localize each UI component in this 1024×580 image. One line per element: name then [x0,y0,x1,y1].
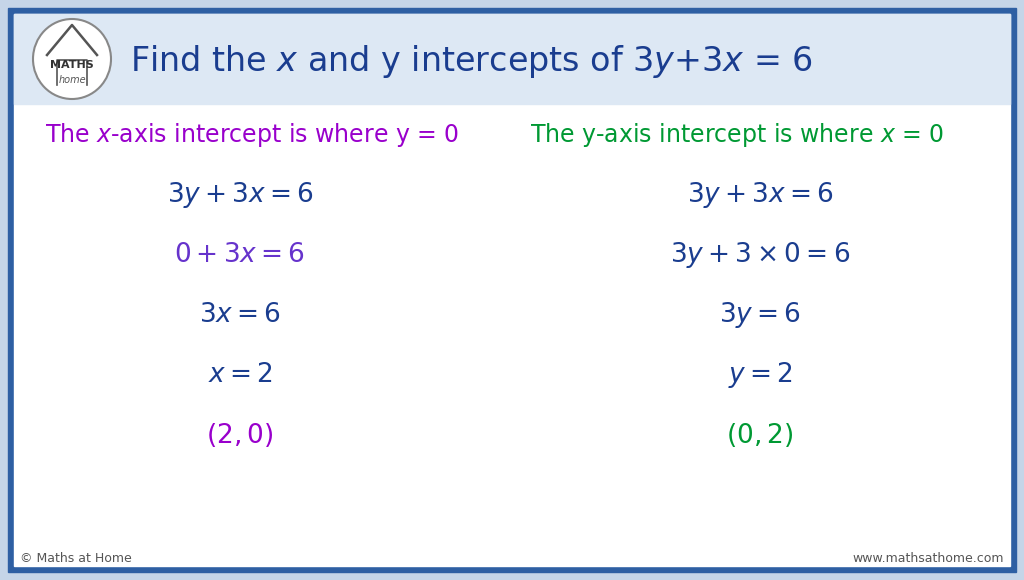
Ellipse shape [33,19,111,99]
Text: $(0, 2)$: $(0, 2)$ [726,421,794,449]
Text: $(2, 0)$: $(2, 0)$ [206,421,273,449]
Text: $x = 2$: $x = 2$ [208,362,272,388]
Text: The $\it{x}$-axis intercept is where y = 0: The $\it{x}$-axis intercept is where y =… [45,121,460,149]
Text: $3y + 3x = 6$: $3y + 3x = 6$ [687,180,834,210]
Text: $y = 2$: $y = 2$ [728,360,793,390]
Text: www.mathsathome.com: www.mathsathome.com [853,552,1004,564]
Text: MATHS: MATHS [50,60,94,70]
Text: home: home [58,75,86,85]
Text: $3y = 6$: $3y = 6$ [719,300,801,330]
Text: $0 + 3x = 6$: $0 + 3x = 6$ [174,242,305,268]
Text: © Maths at Home: © Maths at Home [20,552,132,564]
Text: Find the $\it{x}$ and y intercepts of $3y$+$3x$ = 6: Find the $\it{x}$ and y intercepts of $3… [130,44,813,81]
FancyBboxPatch shape [8,8,1016,572]
Text: $3x = 6$: $3x = 6$ [199,302,281,328]
Text: $3y + 3x = 6$: $3y + 3x = 6$ [167,180,313,210]
FancyBboxPatch shape [14,14,1010,566]
Text: The y-axis intercept is where $\it{x}$ = 0: The y-axis intercept is where $\it{x}$ =… [530,121,944,149]
FancyBboxPatch shape [14,14,1010,104]
Text: $3y + 3 \times 0 = 6$: $3y + 3 \times 0 = 6$ [670,240,850,270]
